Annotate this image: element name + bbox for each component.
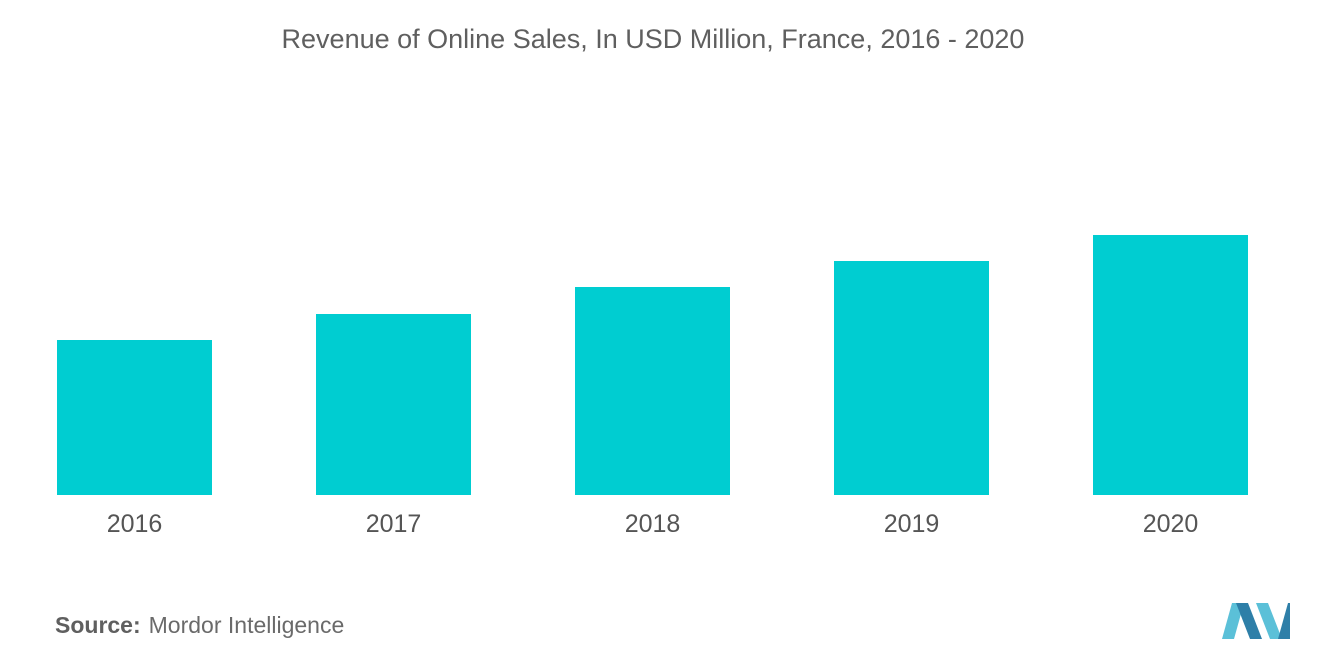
- bar-2020: [1093, 235, 1248, 495]
- bar-chart: 2016 2017 2018 2019 2020: [57, 235, 1248, 538]
- bar-2019: [834, 261, 989, 495]
- x-tick-label-2016: 2016: [107, 510, 163, 538]
- x-tick-label-2017: 2017: [366, 510, 422, 538]
- source-text: Mordor Intelligence: [148, 612, 345, 638]
- x-tick-label-2020: 2020: [1143, 510, 1199, 538]
- x-tick-label-2018: 2018: [625, 510, 681, 538]
- source-note: Source: Mordor Intelligence: [55, 612, 344, 639]
- x-tick-label-2019: 2019: [884, 510, 940, 538]
- bar-2017: [316, 314, 471, 495]
- chart-title: Revenue of Online Sales, In USD Million,…: [281, 24, 1025, 54]
- bar-2016: [57, 340, 212, 495]
- source-label: Source:: [55, 612, 141, 638]
- bar-2018: [575, 287, 730, 495]
- mordor-intelligence-logo-icon: [1222, 603, 1290, 639]
